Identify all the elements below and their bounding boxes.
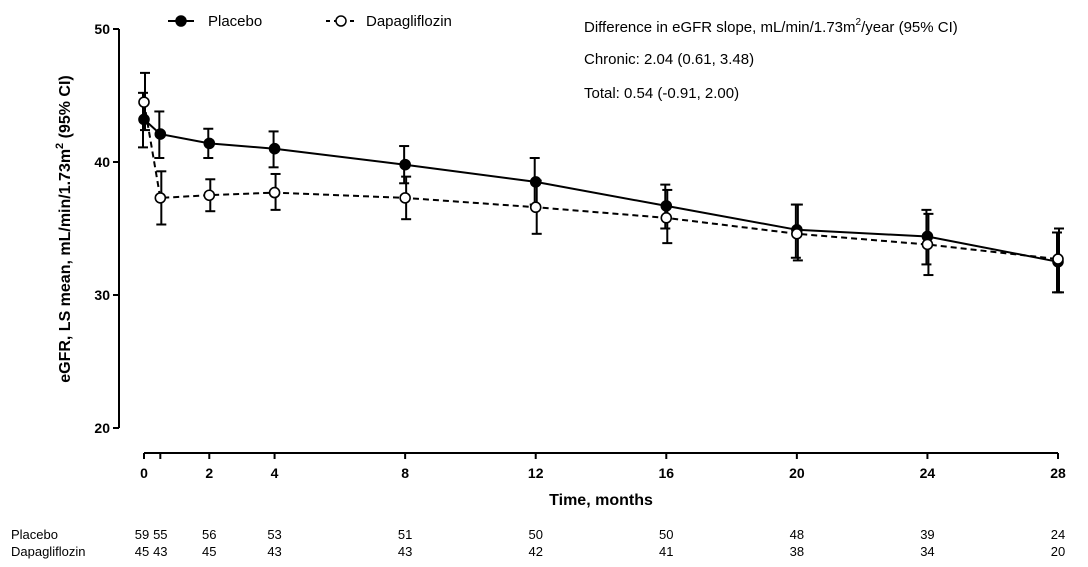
series-layer (138, 71, 1064, 294)
at-risk-count-dapagliflozin: 45 (135, 544, 149, 559)
y-axis-title-end: (95% CI) (57, 75, 74, 143)
annotation-header: Difference in eGFR slope, mL/min/1.73m2/… (584, 17, 958, 36)
x-tick-label: 12 (528, 465, 544, 481)
data-point-dapagliflozin (1052, 253, 1064, 265)
at-risk-count-dapagliflozin: 38 (790, 544, 804, 559)
y-tick-label: 50 (94, 21, 110, 37)
series-dapagliflozin (138, 71, 1064, 294)
at-risk-label-placebo: Placebo (11, 527, 58, 542)
at-risk-count-placebo: 50 (659, 527, 673, 542)
legend-label-dapagliflozin: Dapagliflozin (366, 13, 452, 30)
x-tick-label: 8 (401, 465, 409, 481)
x-tick-label: 0 (140, 465, 148, 481)
series-line-dapagliflozin (143, 102, 1059, 261)
data-point-dapagliflozin (660, 212, 673, 224)
y-axis-title-sup: 2 (54, 143, 66, 149)
legend-swatch-placebo-marker (175, 15, 187, 27)
at-risk-count-dapagliflozin: 43 (398, 544, 412, 559)
data-point-dapagliflozin (791, 228, 803, 240)
at-risk-count-placebo: 56 (202, 527, 216, 542)
legend-item-dapagliflozin: Dapagliflozin (326, 13, 452, 30)
data-point-dapagliflozin (921, 238, 934, 251)
at-risk-count-placebo: 53 (267, 527, 281, 542)
at-risk-count-dapagliflozin: 41 (659, 544, 673, 559)
data-point-dapagliflozin (268, 186, 281, 199)
data-point-placebo (399, 158, 411, 171)
x-tick-label: 20 (789, 465, 805, 481)
x-tick-label: 24 (920, 465, 936, 481)
data-point-placebo (203, 137, 216, 150)
legend-label-placebo: Placebo (208, 13, 262, 30)
annotation-header-end: /year (95% CI) (861, 19, 958, 36)
x-tick-label: 2 (205, 465, 213, 481)
at-risk-label-dapagliflozin: Dapagliflozin (11, 544, 85, 559)
at-risk-count-placebo: 55 (153, 527, 167, 542)
data-point-dapagliflozin (203, 189, 216, 202)
annotation-total: Total: 0.54 (-0.91, 2.00) (584, 85, 739, 102)
at-risk-count-dapagliflozin: 43 (153, 544, 167, 559)
annotation-header-sup: 2 (856, 17, 862, 28)
y-axis-title-main: eGFR, LS mean, mL/min/1.73m (57, 149, 74, 383)
at-risk-count-placebo: 39 (920, 527, 934, 542)
at-risk-count-dapagliflozin: 34 (920, 544, 934, 559)
x-axis-title: Time, months (549, 492, 653, 509)
data-point-dapagliflozin (138, 96, 150, 108)
x-tick-label: 16 (658, 465, 674, 481)
at-risk-count-placebo: 59 (135, 527, 149, 542)
data-point-placebo (268, 142, 281, 155)
data-point-placebo (154, 128, 167, 140)
at-risk-count-dapagliflozin: 45 (202, 544, 216, 559)
legend-item-placebo: Placebo (168, 13, 262, 30)
y-axis-title: eGFR, LS mean, mL/min/1.73m2 (95% CI) (54, 75, 74, 383)
at-risk-count-placebo: 51 (398, 527, 412, 542)
annotation-chronic: Chronic: 2.04 (0.61, 3.48) (584, 51, 754, 68)
at-risk-count-placebo: 50 (528, 527, 542, 542)
x-tick-label: 4 (271, 465, 279, 481)
series-line-placebo (143, 118, 1059, 263)
at-risk-table: Placebo 59 55 56 53 51 50 50 48 39 24 Dapagliflozin… (11, 527, 1065, 559)
legend: Placebo Dapagliflozin (168, 13, 452, 30)
at-risk-count-placebo: 24 (1051, 527, 1065, 542)
y-tick-label: 40 (94, 154, 110, 170)
x-tick-label: 28 (1050, 465, 1066, 481)
slope-annotation: Difference in eGFR slope, mL/min/1.73m2/… (584, 17, 958, 102)
y-tick-label: 20 (94, 420, 110, 436)
y-tick-label: 30 (94, 287, 110, 303)
at-risk-count-placebo: 48 (790, 527, 804, 542)
at-risk-count-dapagliflozin: 43 (267, 544, 281, 559)
at-risk-count-dapagliflozin: 42 (528, 544, 542, 559)
at-risk-count-dapagliflozin: 20 (1051, 544, 1065, 559)
data-point-dapagliflozin (529, 201, 542, 214)
data-point-dapagliflozin (154, 192, 167, 204)
annotation-header-main: Difference in eGFR slope, mL/min/1.73m (584, 19, 856, 36)
legend-swatch-dapagliflozin-marker (335, 15, 347, 27)
data-point-dapagliflozin (399, 192, 411, 204)
